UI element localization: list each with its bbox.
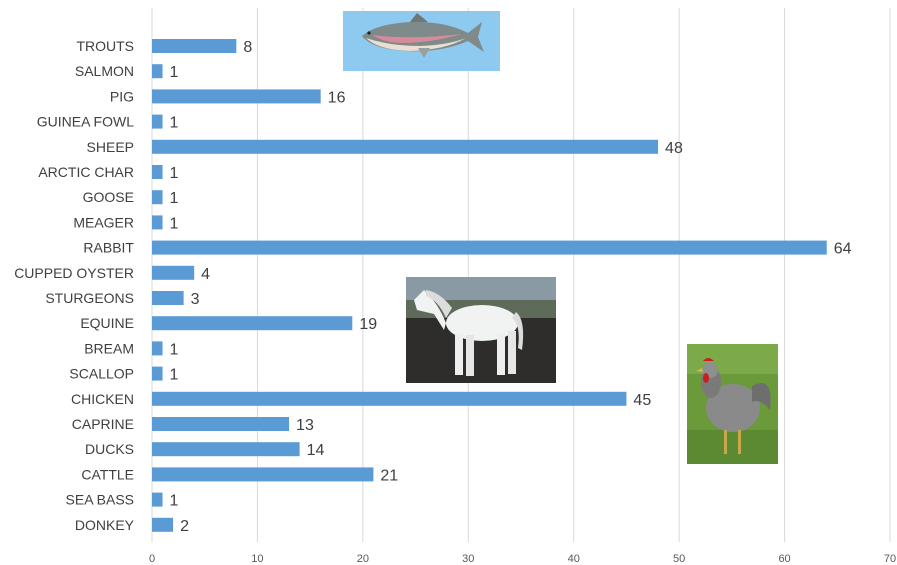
bar	[152, 190, 163, 205]
category-label: SEA BASS	[66, 492, 134, 508]
chicken-picture	[687, 344, 778, 464]
trout-picture	[343, 11, 500, 71]
bar	[152, 139, 659, 154]
bar	[152, 391, 627, 406]
category-label: RABBIT	[83, 240, 134, 256]
x-tick-label: 0	[149, 553, 155, 565]
bar	[152, 341, 163, 356]
bar	[152, 240, 827, 255]
bars	[152, 39, 827, 532]
category-label: CHICKEN	[71, 391, 134, 407]
category-label: CAPRINE	[72, 416, 134, 432]
data-label: 2	[180, 518, 189, 535]
data-label: 8	[243, 39, 252, 56]
bar	[152, 492, 163, 507]
x-tick-label: 70	[884, 553, 896, 565]
bar	[152, 316, 353, 331]
data-label: 16	[328, 89, 346, 106]
category-label: SALMON	[75, 63, 134, 79]
category-label: TROUTS	[76, 38, 134, 54]
category-label: GUINEA FOWL	[37, 114, 134, 130]
category-label: GOOSE	[83, 189, 134, 205]
x-tick-label: 60	[778, 553, 790, 565]
data-label: 19	[359, 316, 377, 333]
x-tick-label: 40	[568, 553, 580, 565]
gridlines	[151, 8, 891, 542]
bar	[152, 517, 174, 532]
data-label: 21	[380, 467, 398, 484]
data-label: 3	[191, 291, 200, 308]
bar	[152, 39, 237, 53]
horse-picture	[406, 277, 556, 383]
category-label: MEAGER	[73, 214, 134, 230]
category-label: EQUINE	[80, 315, 134, 331]
category-label: CATTLE	[81, 466, 134, 482]
category-label: BREAM	[84, 340, 134, 356]
x-tick-label: 20	[357, 553, 369, 565]
x-tick-label: 10	[251, 553, 263, 565]
category-label: DUCKS	[85, 441, 134, 457]
category-label: SCALLOP	[69, 366, 134, 382]
data-label: 1	[170, 190, 179, 207]
category-label: ARCTIC CHAR	[38, 164, 134, 180]
bar	[152, 442, 300, 457]
data-label: 13	[296, 417, 314, 434]
x-tick-label: 30	[462, 553, 474, 565]
data-label: 1	[170, 493, 179, 510]
data-label: 1	[170, 215, 179, 232]
x-axis-tick-labels: 0 10 20 30 40 50 60 70	[149, 553, 896, 565]
data-label: 4	[201, 266, 210, 283]
data-label: 48	[665, 140, 683, 157]
data-label: 14	[307, 442, 325, 459]
data-label: 45	[633, 392, 651, 409]
bar	[152, 89, 321, 104]
data-label: 1	[170, 64, 179, 81]
category-label: PIG	[110, 88, 134, 104]
bar	[152, 417, 290, 431]
category-label: SHEEP	[87, 139, 134, 155]
bar	[152, 265, 195, 280]
data-label: 1	[170, 115, 179, 132]
data-label: 64	[834, 241, 852, 258]
data-label: 1	[170, 341, 179, 358]
category-labels: TROUTS SALMON PIG GUINEA FOWL SHEEP ARCTIC CH…	[14, 38, 134, 533]
bar	[152, 366, 163, 381]
bar	[152, 467, 374, 482]
x-tick-label: 50	[673, 553, 685, 565]
category-label: DONKEY	[75, 517, 135, 533]
bar	[152, 165, 163, 179]
bar	[152, 291, 184, 305]
data-label: 1	[170, 367, 179, 384]
category-label: CUPPED OYSTER	[14, 265, 134, 281]
data-label: 1	[170, 165, 179, 182]
bar	[152, 64, 163, 79]
category-label: STURGEONS	[45, 290, 134, 306]
bar	[152, 215, 163, 230]
bar	[152, 114, 163, 129]
